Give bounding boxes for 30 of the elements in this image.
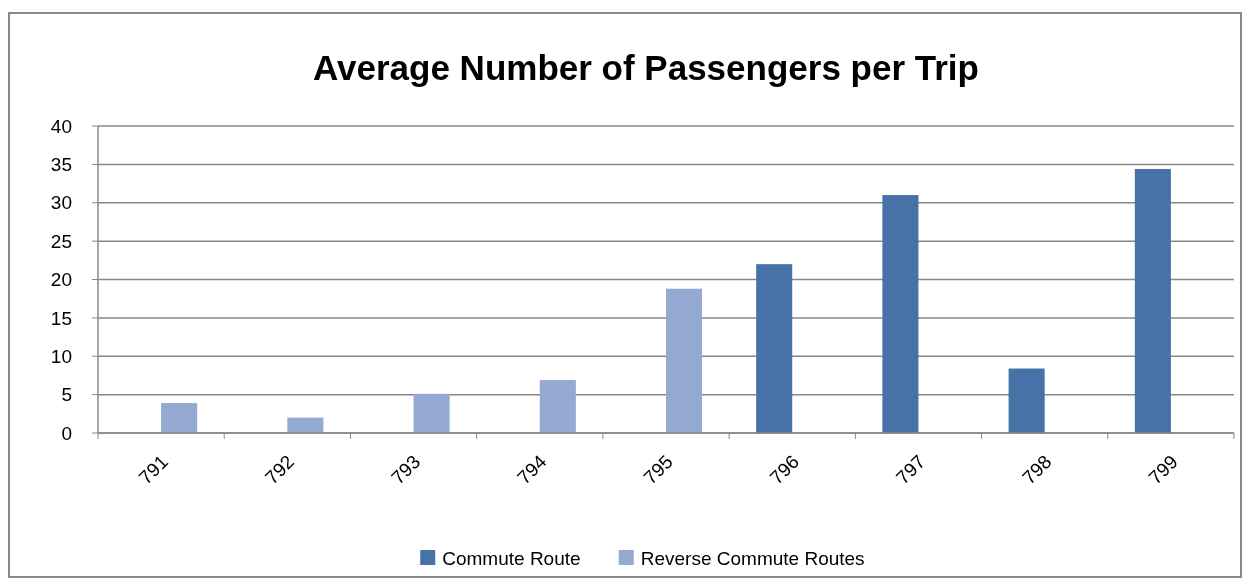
y-tick-label: 30 xyxy=(50,192,72,214)
chart-title: Average Number of Passengers per Trip xyxy=(313,48,979,87)
x-tick-label: 792 xyxy=(260,450,299,489)
bar xyxy=(161,403,198,433)
bar xyxy=(1008,368,1045,433)
y-tick-label: 25 xyxy=(50,230,72,252)
y-tick-label: 35 xyxy=(50,154,72,176)
y-tick-label: 10 xyxy=(50,345,72,367)
bar xyxy=(666,288,703,433)
x-tick-label: 793 xyxy=(387,450,425,489)
x-tick-label: 791 xyxy=(134,450,172,489)
legend-label: Commute Route xyxy=(442,547,581,569)
bar xyxy=(287,417,324,433)
bar xyxy=(413,393,450,433)
bar xyxy=(539,380,576,433)
x-tick-label: 799 xyxy=(1144,450,1182,489)
y-tick-label: 40 xyxy=(50,115,72,137)
y-tick-label: 0 xyxy=(61,422,72,444)
x-tick-label: 798 xyxy=(1018,450,1056,489)
x-tick-label: 796 xyxy=(765,450,804,489)
bar xyxy=(756,264,793,433)
y-tick-label: 20 xyxy=(50,269,72,291)
bar xyxy=(882,195,919,433)
x-tick-label: 795 xyxy=(639,450,677,489)
y-tick-label: 15 xyxy=(50,307,72,329)
bar xyxy=(1134,168,1171,433)
legend-label: Reverse Commute Routes xyxy=(640,547,865,569)
x-tick-label: 794 xyxy=(513,450,551,489)
y-tick-label: 5 xyxy=(61,384,72,406)
x-tick-label: 797 xyxy=(892,450,930,489)
